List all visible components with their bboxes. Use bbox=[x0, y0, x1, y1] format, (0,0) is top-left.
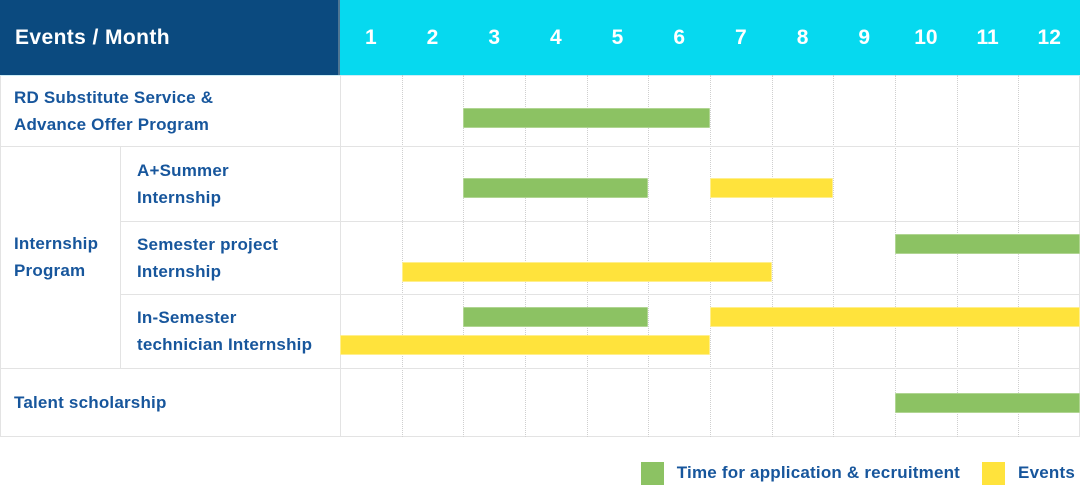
month-grid-line bbox=[1018, 75, 1020, 437]
row-label-line: RD Substitute Service & bbox=[14, 87, 214, 107]
month-header-3: 3 bbox=[488, 25, 501, 49]
month-grid-line bbox=[833, 75, 835, 437]
month-header-12: 12 bbox=[1037, 25, 1061, 49]
row-label-line: technician Internship bbox=[137, 335, 313, 354]
row-label-line: Internship bbox=[137, 261, 222, 281]
row-label-line: Advance Offer Program bbox=[14, 114, 210, 134]
row-label: RD Substitute Service & Advance Offer Pro… bbox=[0, 75, 340, 146]
row-label: Semester project Internship bbox=[121, 221, 340, 294]
event-bar bbox=[710, 307, 1080, 327]
legend: Time for application & recruitment Event… bbox=[0, 452, 1075, 494]
month-grid-line bbox=[525, 75, 526, 437]
row-label-line: In-Semester bbox=[137, 308, 237, 327]
legend-label-application: Time for application & recruitment bbox=[676, 463, 961, 482]
event-bar bbox=[401, 262, 772, 282]
application-bar bbox=[463, 178, 649, 198]
month-header-9: 9 bbox=[858, 25, 871, 49]
event-legend-swatch bbox=[982, 461, 1006, 485]
group-label-internship-program: Internship Program bbox=[0, 146, 120, 368]
event-bar bbox=[340, 335, 710, 355]
month-grid-line bbox=[710, 75, 711, 437]
month-grid-line bbox=[586, 75, 588, 437]
month-grid-line bbox=[956, 75, 958, 437]
application-bar bbox=[895, 234, 1080, 254]
month-header-6: 6 bbox=[673, 25, 686, 49]
row-label: Talent scholarship bbox=[0, 368, 340, 437]
label-grid-divider bbox=[340, 75, 341, 437]
month-header-1: 1 bbox=[364, 25, 377, 49]
corner-header-cell: Events / Month bbox=[0, 0, 340, 75]
month-header-row: 1 2 3 4 5 6 7 8 9 10 11 12 bbox=[340, 0, 1080, 75]
month-grid-line bbox=[401, 75, 403, 437]
application-bar bbox=[463, 108, 710, 128]
legend-item-application: Time for application & recruitment bbox=[640, 461, 961, 485]
row-label: A+Summer Internship bbox=[121, 146, 340, 221]
legend-label-events: Events bbox=[1018, 463, 1075, 482]
application-bar bbox=[463, 307, 649, 327]
row-label-line: A+Summer bbox=[137, 160, 229, 180]
row-label: In-Semester technician Internship bbox=[121, 294, 340, 368]
month-header-10: 10 bbox=[914, 25, 938, 49]
month-header-4: 4 bbox=[550, 25, 562, 49]
legend-item-events: Events bbox=[982, 461, 1075, 485]
gantt-table: Events / Month 1 2 3 4 5 6 7 8 9 10 11 12 Internshi… bbox=[0, 0, 1080, 437]
event-bar bbox=[710, 178, 834, 198]
row-label-line: Internship bbox=[137, 187, 222, 207]
month-header-7: 7 bbox=[735, 25, 747, 49]
month-grid-line bbox=[771, 75, 773, 437]
application-legend-swatch bbox=[640, 461, 664, 485]
month-header-8: 8 bbox=[796, 25, 809, 49]
month-grid-line bbox=[463, 75, 465, 437]
row-label-line: Semester project bbox=[137, 234, 279, 254]
month-grid-line bbox=[648, 75, 650, 437]
group-label-line: Program bbox=[14, 261, 86, 280]
month-header-5: 5 bbox=[611, 25, 624, 49]
group-label-line: Internship bbox=[14, 234, 99, 253]
application-bar bbox=[895, 393, 1080, 413]
month-header-2: 2 bbox=[426, 25, 439, 49]
month-header-11: 11 bbox=[976, 25, 999, 49]
row-label-line: Talent scholarship bbox=[14, 393, 167, 412]
month-grid-line bbox=[895, 75, 896, 437]
